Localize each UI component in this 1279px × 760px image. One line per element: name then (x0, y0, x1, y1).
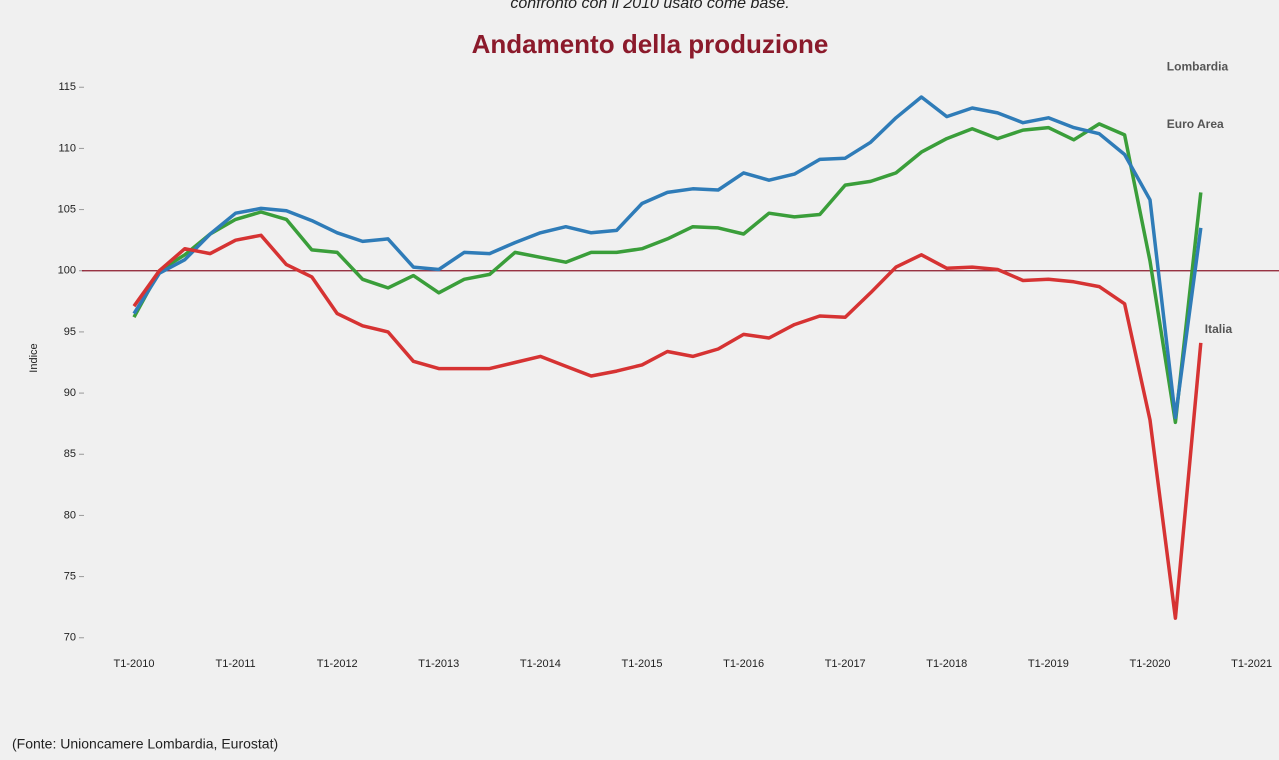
series-line (132, 122, 1203, 425)
source: (Fonte: Unioncamere Lombardia, Eurostat) (12, 736, 278, 752)
y-tick-label: 85 (64, 448, 76, 460)
series-line (132, 233, 1203, 620)
y-tick-label: 100 (58, 265, 76, 277)
series-label: Italia (1205, 322, 1233, 336)
x-tick-label: T1-2020 (1130, 658, 1171, 670)
x-tick-label: T1-2012 (317, 658, 358, 670)
series-line (132, 95, 1203, 420)
y-tick-label: 105 (58, 203, 76, 215)
x-tick-label: T1-2015 (622, 658, 663, 670)
y-tick-label: 115 (58, 81, 76, 93)
x-tick-label: T1-2016 (723, 658, 764, 670)
y-tick-label: 75 (64, 571, 76, 583)
y-tick-label: 95 (64, 326, 76, 338)
y-tick-label: 110 (58, 142, 76, 154)
x-tick-label: T1-2018 (926, 658, 967, 670)
x-tick-label: T1-2010 (114, 658, 155, 670)
y-axis-label: Indice (28, 343, 40, 372)
x-tick-label: T1-2013 (418, 658, 459, 670)
y-tick-label: 90 (64, 387, 76, 399)
chart-title: Andamento della produzione (472, 29, 829, 59)
y-tick-label: 70 (64, 632, 76, 644)
series-label: Euro Area (1167, 117, 1224, 131)
x-tick-label: T1-2021 (1231, 658, 1272, 670)
y-tick-label: 80 (64, 509, 76, 521)
x-tick-label: T1-2014 (520, 658, 561, 670)
subtitle: confronto con il 2010 usato come base. (510, 0, 789, 12)
x-tick-label: T1-2017 (825, 658, 866, 670)
x-tick-label: T1-2011 (216, 658, 256, 670)
series-label: Lombardia (1167, 60, 1229, 74)
x-tick-label: T1-2019 (1028, 658, 1069, 670)
